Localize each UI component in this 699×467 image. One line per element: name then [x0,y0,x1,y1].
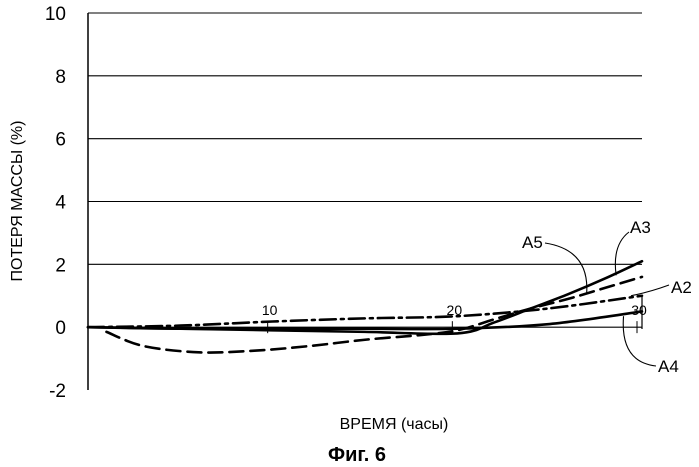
series-callouts: A3 A5 A2 A4 [522,218,692,376]
y-tick-labels: -2 0 2 4 6 8 10 [45,4,67,402]
y-tick-label: 8 [55,67,66,88]
y-axis-label: ПОТЕРЯ МАССЫ (%) [9,121,26,282]
y-tick-label: 2 [55,255,66,276]
grid-lines [88,13,642,327]
x-tick-label: 30 [631,302,647,318]
x-tick-label: 10 [262,302,278,318]
y-tick-label: -2 [49,381,66,402]
series-label-a5: A5 [522,233,543,252]
y-tick-label: 10 [45,4,66,25]
y-tick-label: 6 [55,130,66,151]
series-line-a5 [106,277,642,353]
callout-leader-a2 [631,285,669,296]
series-label-a3: A3 [630,218,651,237]
series-lines [88,261,642,352]
x-axis-label: ВРЕМЯ (часы) [340,416,449,433]
y-tick-label: 0 [55,318,66,339]
callout-leader-a4 [623,316,656,366]
y-tick-label: 4 [55,193,66,214]
series-label-a2: A2 [671,278,692,297]
callout-leader-a5 [545,243,587,294]
series-label-a4: A4 [658,357,679,376]
figure-caption: Фиг. 6 [328,444,386,466]
